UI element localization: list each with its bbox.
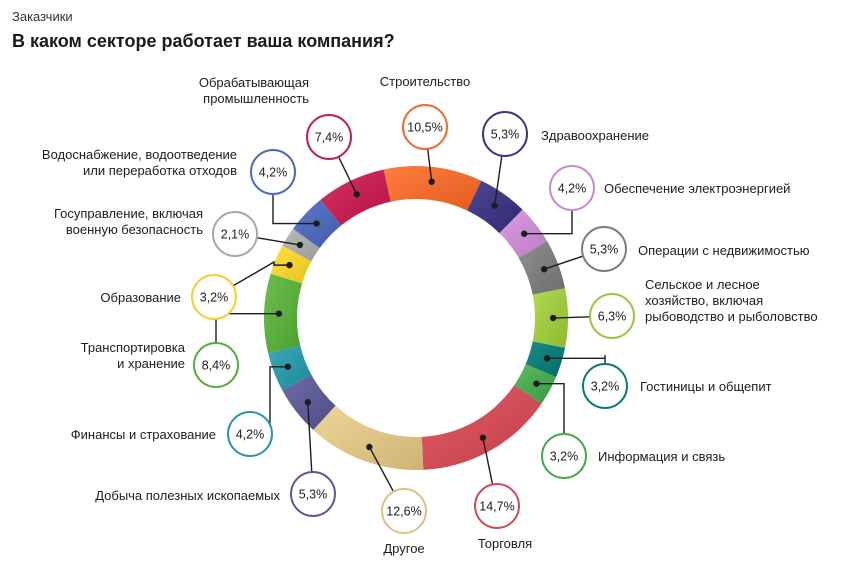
value-bubble	[191, 274, 237, 320]
donut-slice	[320, 169, 391, 226]
leader-line	[543, 255, 584, 270]
slice-label: Сельское и лесное хозяйство, включая рыбов…	[645, 277, 818, 324]
leader-dot	[491, 202, 498, 209]
value-bubble	[227, 411, 273, 457]
slice-value: 5,3%	[491, 128, 520, 142]
leader-dot	[549, 314, 557, 322]
leader-lines	[215, 148, 606, 492]
value-bubbles: 10,5% 5,3% 4,2% 5,3% 6,3% 3,2% 3,2% 14,7% 12,6% 5…	[191, 104, 635, 534]
leader-dot	[275, 310, 283, 317]
slice-label: Здравоохранение	[541, 128, 649, 143]
leader-line	[215, 312, 279, 343]
slice-label: Финансы и страхование	[71, 427, 216, 442]
leader-line	[553, 316, 591, 319]
leader-dot	[313, 220, 320, 227]
donut-slice	[383, 166, 482, 211]
page-title: В каком секторе работает ваша компания?	[12, 31, 395, 51]
leader-dot	[428, 178, 435, 185]
leader-line	[368, 446, 395, 492]
leader-dot	[353, 191, 360, 198]
leader-line	[547, 355, 606, 364]
slice-value: 3,2%	[550, 450, 579, 464]
leader-dot	[533, 380, 540, 387]
category-labels: Строительство Здравоохранение Обеспечение …	[42, 74, 818, 556]
value-bubble	[381, 488, 427, 534]
value-bubble	[402, 104, 448, 150]
leader-line	[337, 156, 358, 195]
slice-label: Другое	[383, 541, 424, 556]
leader-dot	[520, 230, 528, 237]
slice-value: 7,4%	[315, 131, 344, 145]
slice-value: 3,2%	[200, 291, 229, 305]
value-bubble	[581, 226, 627, 272]
value-bubble	[212, 211, 258, 257]
slice-value: 4,2%	[236, 428, 265, 442]
donut-slice	[421, 385, 542, 470]
section-subtitle: Заказчики	[12, 9, 73, 24]
slice-value: 14,7%	[479, 500, 514, 514]
slice-label: Операции с недвижимостью	[638, 243, 810, 258]
slice-value: 4,2%	[259, 166, 288, 180]
slice-label: Обеспечение электроэнергией	[604, 181, 790, 196]
leader-dot	[543, 355, 551, 362]
slice-value: 5,3%	[299, 488, 328, 502]
slice-label: Информация и связь	[598, 449, 725, 464]
leader-line	[272, 194, 317, 225]
leader-line	[307, 402, 313, 473]
donut-slices	[264, 166, 569, 470]
slice-value: 2,1%	[221, 228, 250, 242]
leader-dot	[296, 241, 304, 249]
value-bubble	[582, 363, 628, 409]
donut-slice	[313, 405, 424, 470]
leader-dot	[284, 363, 292, 370]
leader-line	[232, 260, 290, 287]
leader-line	[482, 437, 494, 485]
leader-dot	[479, 434, 487, 441]
slice-value: 10,5%	[407, 121, 442, 135]
slice-label: Добыча полезных ископаемых	[95, 488, 280, 503]
slice-label: Транспортировка и хранение	[81, 340, 186, 371]
slice-value: 5,3%	[590, 243, 619, 257]
value-bubble	[474, 483, 520, 529]
donut-slice	[264, 273, 303, 353]
leader-line	[426, 148, 433, 182]
leader-line	[493, 155, 503, 206]
value-bubble	[250, 149, 296, 195]
slice-label: Водоснабжение, водоотведение или перерабо…	[42, 147, 237, 178]
slice-label: Торговля	[478, 536, 532, 551]
slice-label: Обрабатывающая промышленность	[199, 75, 309, 106]
slice-value: 8,4%	[202, 359, 231, 373]
value-bubble	[193, 342, 239, 388]
value-bubble	[589, 293, 635, 339]
leader-line	[524, 210, 573, 235]
leader-line	[536, 382, 565, 434]
value-bubble	[306, 114, 352, 160]
leader-line	[256, 236, 301, 246]
leader-dot	[304, 399, 312, 406]
value-bubble	[482, 111, 528, 157]
value-bubble	[541, 433, 587, 479]
slice-value: 12,6%	[386, 505, 421, 519]
value-bubble	[549, 165, 595, 211]
slice-value: 6,3%	[598, 310, 627, 324]
leader-dot	[366, 443, 373, 451]
slice-label: Строительство	[380, 74, 470, 89]
slice-label: Гостиницы и общепит	[640, 379, 772, 394]
slice-label: Образование	[100, 290, 181, 305]
value-bubble	[290, 471, 336, 517]
leader-dot	[286, 261, 293, 269]
slice-label: Госуправление, включая военную безопаснос…	[54, 206, 203, 237]
slice-value: 4,2%	[558, 182, 587, 196]
slice-value: 3,2%	[591, 380, 620, 394]
leader-dot	[540, 266, 548, 273]
